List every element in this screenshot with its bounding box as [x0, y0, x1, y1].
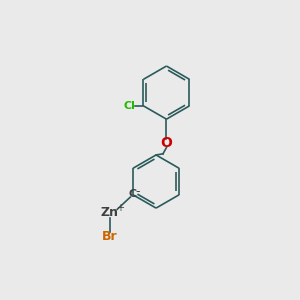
Text: -: -: [135, 185, 140, 198]
Text: Zn: Zn: [101, 206, 119, 219]
Text: C: C: [128, 189, 137, 199]
Text: Cl: Cl: [124, 101, 136, 111]
Text: +: +: [116, 202, 124, 213]
Text: O: O: [160, 136, 172, 150]
Text: Br: Br: [102, 230, 118, 244]
